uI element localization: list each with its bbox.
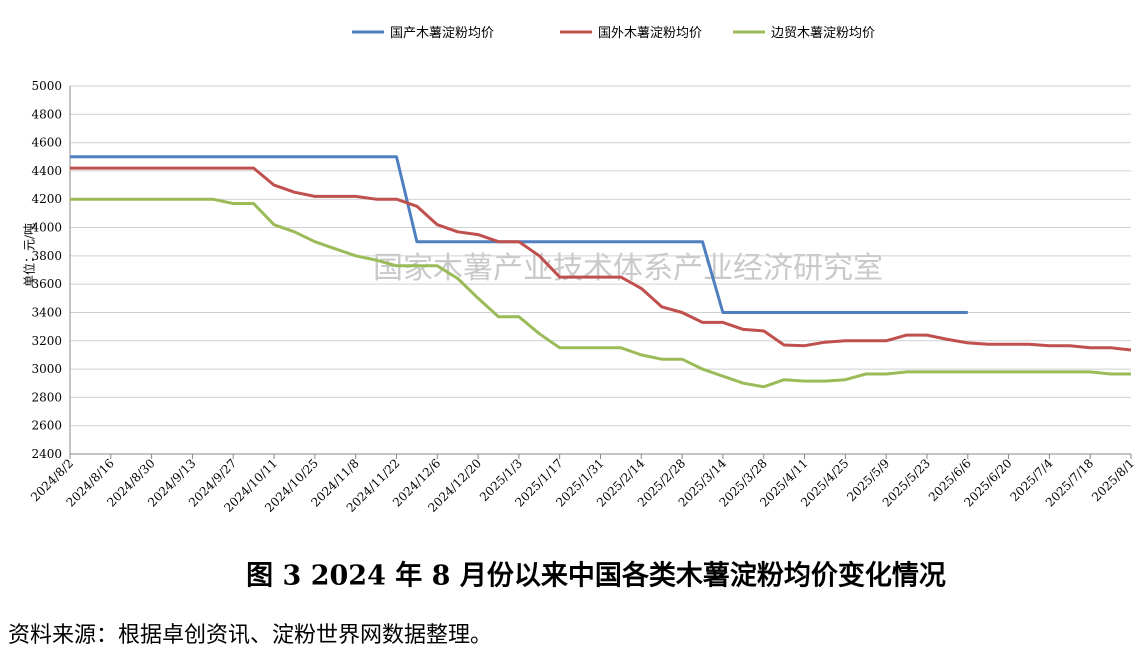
legend-label: 国产木薯淀粉均价: [390, 26, 494, 41]
y-tick-label: 2400: [31, 447, 62, 461]
y-tick-label: 4000: [31, 221, 62, 235]
y-tick-label: 4200: [31, 192, 62, 206]
series-line: [70, 166, 1132, 352]
y-tick-label: 3200: [31, 334, 62, 348]
series-line: [70, 197, 1131, 389]
y-tick-label: 3000: [31, 362, 62, 376]
source-note: 资料来源：根据卓创资讯、淀粉世界网数据整理。: [8, 623, 492, 648]
legend-label: 边贸木薯淀粉均价: [771, 26, 875, 41]
y-tick-label: 3600: [31, 277, 62, 291]
y-tick-label: 2600: [31, 419, 62, 433]
series-line: [70, 155, 968, 314]
y-tick-label: 4800: [31, 107, 62, 121]
y-tick-label: 3400: [31, 305, 62, 319]
x-tick-label: 2025/8/1: [1089, 456, 1137, 504]
y-axis-label: 单位：元/吨: [22, 223, 37, 287]
y-tick-label: 4600: [31, 136, 62, 150]
y-tick-label: 2800: [31, 390, 62, 404]
y-tick-label: 4400: [31, 164, 62, 178]
y-tick-label: 5000: [31, 79, 62, 93]
chart-title: 图 3 2024 年 8 月份以来中国各类木薯淀粉均价变化情况: [246, 560, 946, 592]
y-tick-label: 3800: [31, 249, 62, 263]
legend-label: 国外木薯淀粉均价: [598, 26, 702, 41]
